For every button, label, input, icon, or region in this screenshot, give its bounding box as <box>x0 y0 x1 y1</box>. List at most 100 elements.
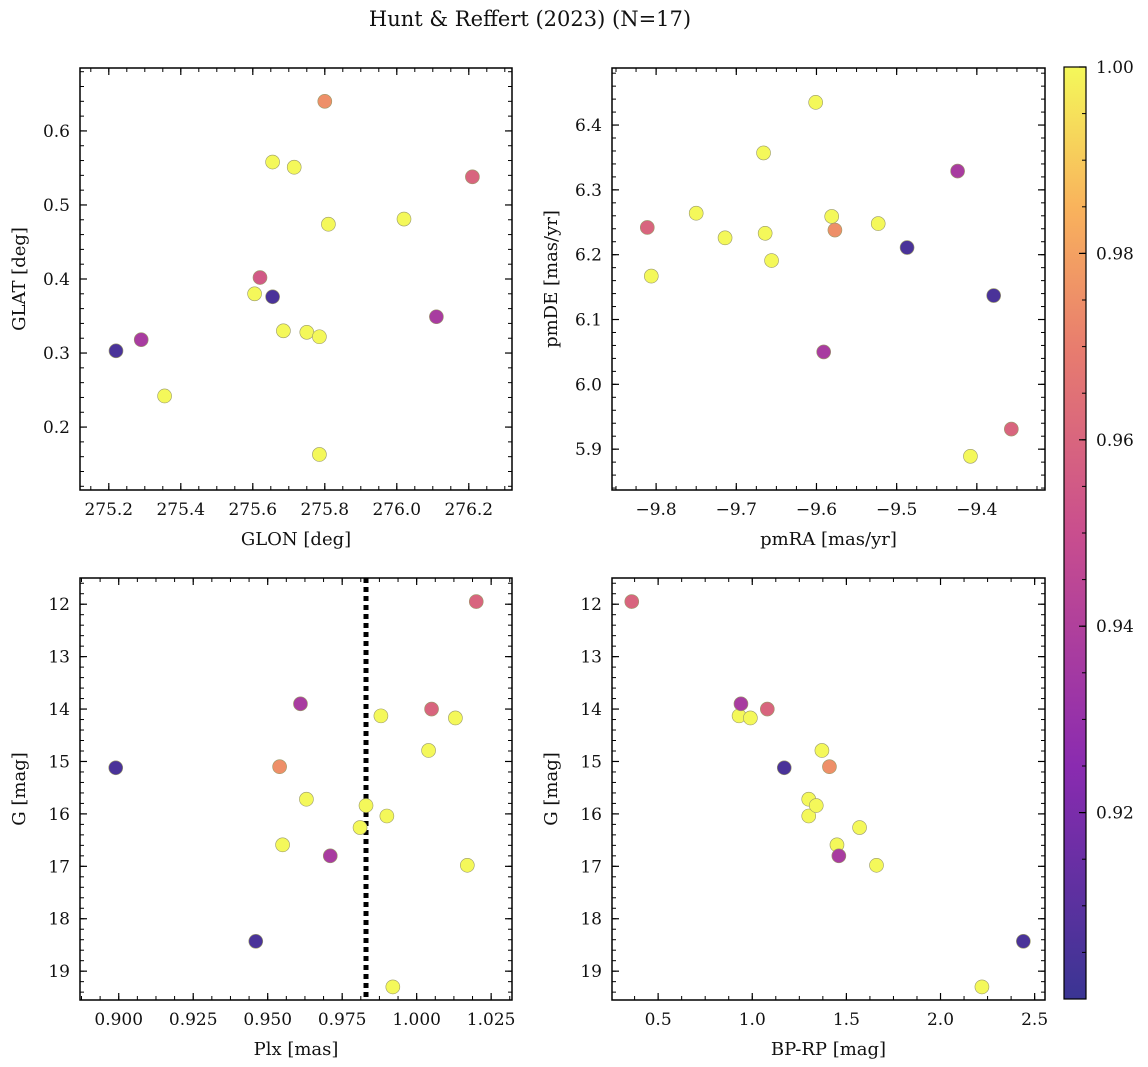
scatter-point <box>322 848 338 864</box>
x-tick-label: −9.8 <box>635 500 676 520</box>
x-tick-label: −9.5 <box>876 500 917 520</box>
scatter-point <box>639 220 655 235</box>
scatter-point <box>421 743 436 758</box>
panel-pmra-pmde: −9.8 −9.7 −9.6 −9.5 −9.4 5.9 6.0 6.1 6.2 6.3 6.4 pm… <box>541 67 1046 550</box>
y-tick-label: 17 <box>48 857 70 877</box>
scatter-point <box>385 979 401 995</box>
x-tick-label: 276.2 <box>444 500 493 520</box>
x-tick-label: 0.5 <box>645 1010 672 1030</box>
scatter-point <box>870 216 886 231</box>
colorbar-tick-label: 0.94 <box>1096 617 1134 637</box>
scatter-point <box>108 760 124 776</box>
scatter-point <box>764 253 779 268</box>
scatter-point <box>276 323 291 339</box>
x-tick-label: 275.8 <box>300 500 349 520</box>
y-axis-label: pmDE [mas/yr] <box>541 210 562 348</box>
colorbar-tick-label: 0.98 <box>1096 244 1134 264</box>
scatter-point <box>157 388 172 404</box>
x-tick-label: −9.4 <box>956 500 997 520</box>
scatter-point <box>756 145 771 161</box>
scatter-point <box>816 344 831 360</box>
scatter-point <box>293 696 308 712</box>
y-tick-label: 6.3 <box>575 181 602 201</box>
scatter-point <box>247 286 262 302</box>
scatter-point <box>299 791 314 807</box>
scatter-point <box>265 154 280 170</box>
colorbar: 0.92 0.94 0.96 0.98 1.00 <box>1063 58 1134 1000</box>
scatter-point <box>808 95 823 110</box>
scatter-point <box>429 309 444 325</box>
colorbar-tick-label: 0.92 <box>1096 804 1134 824</box>
y-tick-label: 0.3 <box>43 344 70 364</box>
x-tick-label: 276.0 <box>372 500 421 520</box>
x-tick-label: 2.5 <box>1021 1010 1048 1030</box>
scatter-point <box>1016 933 1031 949</box>
scatter-point <box>760 701 775 717</box>
scatter-point <box>275 837 290 853</box>
y-tick-label: 13 <box>48 648 70 668</box>
scatter-point <box>831 848 847 864</box>
x-tick-label: −9.7 <box>716 500 757 520</box>
y-tick-label: 0.4 <box>43 270 70 290</box>
x-axis-label: BP-RP [mag] <box>771 1039 886 1060</box>
x-tick-label: 1.000 <box>392 1010 441 1030</box>
scatter-point <box>108 343 124 359</box>
x-axis-label: pmRA [mas/yr] <box>760 529 897 550</box>
y-axis-label: GLAT [deg] <box>9 227 30 331</box>
colorbar-tick-label: 0.96 <box>1096 431 1134 451</box>
panel-plx-g: 0.900 0.925 0.950 0.975 1.000 1.025 12 13 14 15 16… <box>9 577 515 1060</box>
scatter-point <box>733 696 749 712</box>
x-tick-label: 275.2 <box>84 500 133 520</box>
y-tick-label: 6.2 <box>575 246 602 266</box>
x-axis-label: Plx [mas] <box>254 1039 339 1060</box>
scatter-point <box>286 159 302 175</box>
scatter-point <box>624 594 640 609</box>
y-tick-label: 18 <box>580 910 602 930</box>
scatter-point <box>1004 421 1019 437</box>
scatter-point <box>950 163 965 179</box>
axes-frame <box>611 67 1046 491</box>
axes-frame <box>611 577 1046 1001</box>
x-tick-label: 0.900 <box>94 1010 143 1030</box>
scatter-point <box>824 209 840 224</box>
scatter-point <box>822 759 837 775</box>
scatter-point <box>468 594 484 609</box>
y-tick-label: 14 <box>580 700 602 720</box>
scatter-point <box>801 808 817 824</box>
scatter-point <box>465 169 480 185</box>
panel-bprp-g: 0.5 1.0 1.5 2.0 2.5 12 13 14 15 16 17 18 19 BP-RP [ma… <box>541 577 1048 1060</box>
scatter-point <box>248 933 264 949</box>
x-tick-label: −9.6 <box>796 500 837 520</box>
scatter-point <box>808 798 824 813</box>
scatter-point <box>688 205 704 221</box>
scatter-point <box>827 222 843 238</box>
x-axis-label: GLON [deg] <box>241 529 351 550</box>
scatter-point <box>424 701 439 717</box>
scatter-point <box>757 225 773 241</box>
scatter-point <box>974 979 990 995</box>
x-tick-label: 0.975 <box>318 1010 367 1030</box>
x-tick-label: 1.0 <box>739 1010 766 1030</box>
scatter-point <box>396 211 412 227</box>
y-tick-label: 19 <box>48 962 70 982</box>
y-tick-label: 0.5 <box>43 196 70 216</box>
scatter-point <box>299 325 315 340</box>
scatter-point <box>643 268 659 284</box>
scatter-point <box>460 857 475 873</box>
x-tick-label: 275.6 <box>228 500 277 520</box>
y-tick-label: 13 <box>580 648 602 668</box>
y-axis-label: G [mag] <box>541 752 562 825</box>
y-tick-label: 0.6 <box>43 122 70 142</box>
x-tick-label: 275.4 <box>156 500 205 520</box>
y-tick-label: 15 <box>580 752 602 772</box>
scatter-point <box>986 288 1001 303</box>
panel-glon-glat: 275.2 275.4 275.6 275.8 276.0 276.2 0.2 0.3 0.4 0… <box>9 67 513 550</box>
scatter-point <box>717 230 733 246</box>
scatter-point <box>321 216 336 232</box>
figure-title: Hunt & Reffert (2023) (N=17) <box>369 7 691 31</box>
scatter-point <box>743 710 758 726</box>
scatter-point <box>312 447 327 462</box>
axes-frame <box>79 577 513 1001</box>
y-tick-label: 6.0 <box>575 375 602 395</box>
y-tick-label: 18 <box>48 910 70 930</box>
